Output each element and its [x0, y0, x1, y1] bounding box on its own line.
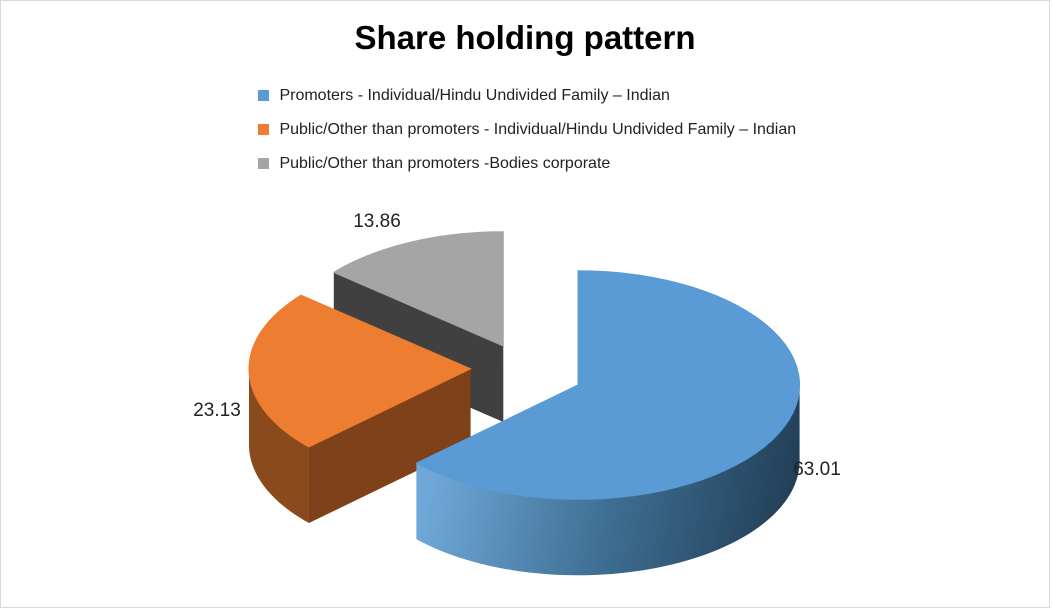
svg-text:23.13: 23.13	[193, 400, 241, 421]
svg-text:13.86: 13.86	[353, 211, 401, 232]
svg-text:63.01: 63.01	[793, 459, 841, 480]
